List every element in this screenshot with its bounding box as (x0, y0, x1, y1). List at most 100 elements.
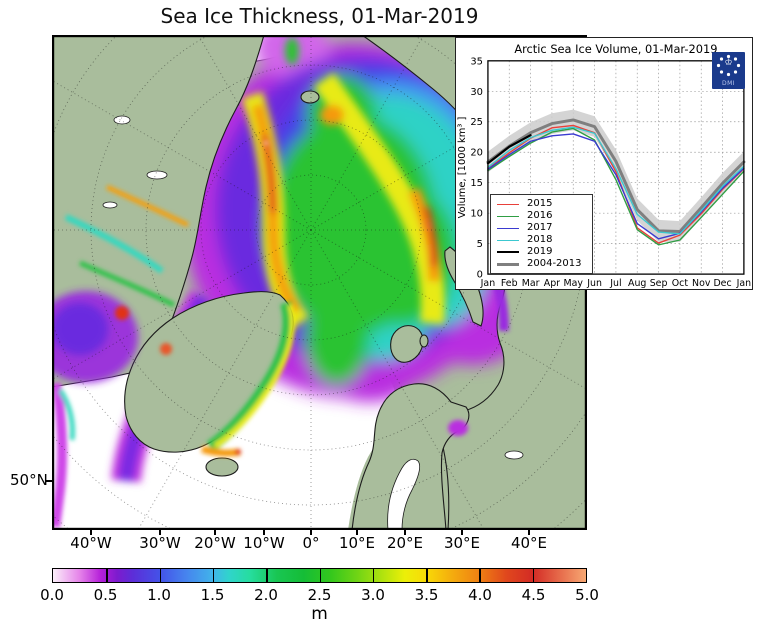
colorbar-divider (159, 569, 162, 582)
svg-text:Arctic Sea Ice Volume, 01-Mar-: Arctic Sea Ice Volume, 01-Mar-2019 (514, 42, 717, 56)
legend-line-swatch (497, 239, 519, 241)
dmi-logo-text: DMI (721, 80, 736, 87)
svg-text:Dec: Dec (713, 278, 731, 289)
lon-tick-mark (90, 530, 92, 535)
dmi-logo: ♔ DMI (712, 52, 745, 89)
lon-tick-label: 30°E (443, 534, 481, 552)
lon-tick-mark (528, 530, 530, 535)
svg-text:35: 35 (470, 56, 483, 67)
colorbar-tick-label: 0.0 (40, 586, 64, 604)
colorbar-tick-label: 0.5 (93, 586, 118, 604)
lon-tick-mark (356, 530, 358, 535)
legend-line-swatch (497, 227, 519, 229)
svg-text:20: 20 (470, 148, 483, 159)
svg-text:Jan: Jan (480, 278, 496, 289)
lon-tick-label: 10°E (338, 534, 376, 552)
legend-row: 2016 (497, 210, 582, 222)
colorbar-divider (426, 569, 428, 582)
legend-row: 2019 (497, 246, 582, 258)
baltic-sea (387, 458, 420, 531)
legend-line-swatch (497, 215, 519, 217)
lon-tick-mark (159, 530, 161, 535)
svg-text:Jul: Jul (609, 278, 621, 289)
colorbar-unit-label: m (311, 604, 328, 624)
lon-tick-labels: 40°W 30°W 20°W 10°W 0° 10°E 20°E 30°E 40°E (52, 530, 587, 554)
colorbar-gradient (52, 568, 587, 583)
coastal-ice (34, 184, 509, 528)
legend-row: 2015 (497, 198, 582, 210)
legend-label: 2018 (527, 234, 553, 245)
legend-line-swatch (497, 203, 519, 205)
lon-tick-mark (263, 530, 265, 535)
svg-text:Feb: Feb (501, 278, 518, 289)
legend-label: 2019 (527, 246, 553, 257)
svg-text:May: May (564, 278, 584, 289)
legend-label: 2015 (527, 198, 553, 209)
svg-text:Volume, [1000 km³ ]: Volume, [1000 km³ ] (457, 116, 468, 218)
thickest-ice-spot (263, 140, 269, 146)
colorbar-tick-label: 5.0 (575, 586, 599, 604)
colorbar-divider (266, 569, 268, 582)
colorbar-tick-label: 1.5 (200, 586, 225, 604)
colorbar-divider (532, 569, 535, 582)
lon-tick-mark (310, 530, 312, 535)
svg-text:Mar: Mar (522, 278, 540, 289)
svalbard-island-2 (419, 334, 429, 348)
lon-tick-label: 40°E (510, 534, 548, 552)
lon-tick-mark (214, 530, 216, 535)
svg-text:Jun: Jun (586, 278, 602, 289)
lon-tick-label: 20°W (194, 534, 236, 552)
svg-text:10: 10 (470, 209, 483, 220)
svg-text:Aug: Aug (628, 278, 646, 289)
svg-text:25: 25 (470, 117, 483, 128)
lon-tick-label: 20°E (386, 534, 424, 552)
legend-label: 2017 (527, 222, 553, 233)
svg-text:0: 0 (477, 270, 483, 281)
colorbar-tick-labels: 0.0 0.5 1.0 1.5 2.0 2.5 3.0 3.5 4.0 4.5 5.0 (40, 586, 599, 604)
svalbard-land (390, 325, 424, 363)
crown-icon: ♔ (724, 58, 733, 68)
lon-tick-mark (404, 530, 406, 535)
colorbar-tick-label: 4.0 (468, 586, 492, 604)
legend-row: 2018 (497, 234, 582, 246)
legend-label: 2004-2013 (527, 258, 582, 269)
svg-text:Oct: Oct (672, 278, 689, 289)
lon-tick-label: 0° (302, 534, 320, 552)
lon-tick-mark (461, 530, 463, 535)
colorbar-tick-label: 3.0 (361, 586, 385, 604)
scandinavia-land (351, 383, 470, 531)
arctic-island (300, 90, 320, 104)
legend-row: 2004-2013 (497, 258, 582, 270)
colorbar-tick-label: 2.5 (307, 586, 332, 604)
colorbar-divider (479, 569, 481, 582)
colorbar-divider (319, 569, 321, 582)
inset-volume-chart: 0 5 10 15 20 25 30 35 Jan Feb Mar Apr May Jun Jul Aug Se… (455, 37, 753, 290)
colorbar-divider (106, 569, 108, 582)
inset-plot-svg: 0 5 10 15 20 25 30 35 Jan Feb Mar Apr May Jun Jul Aug Se… (457, 42, 752, 289)
chart-legend: 2015 2016 2017 2018 2019 2004-2013 (490, 194, 593, 274)
svg-text:5: 5 (477, 239, 483, 250)
colorbar-divider (372, 569, 375, 582)
svg-text:Apr: Apr (544, 278, 560, 289)
lon-tick-label: 30°W (139, 534, 181, 552)
svg-text:Jan: Jan (736, 278, 752, 289)
colorbar-tick-label: 1.0 (147, 586, 171, 604)
figure-title: Sea Ice Thickness, 01-Mar-2019 (160, 4, 479, 28)
colorbar-tick-label: 4.5 (521, 586, 546, 604)
lon-tick-label: 10°W (243, 534, 285, 552)
svg-text:Nov: Nov (692, 278, 711, 289)
lat-tick-mark (45, 480, 53, 482)
colorbar-tick-label: 2.0 (254, 586, 278, 604)
legend-line-swatch (497, 251, 519, 253)
svg-text:Sep: Sep (650, 278, 668, 289)
legend-row: 2017 (497, 222, 582, 234)
legend-label: 2016 (527, 210, 553, 221)
lon-tick-label: 40°W (70, 534, 112, 552)
svg-text:30: 30 (470, 87, 483, 98)
colorbar-tick-label: 3.5 (414, 586, 439, 604)
dmi-logo-stars (716, 54, 741, 77)
iceland-land (205, 457, 239, 477)
colorbar-divider (212, 569, 215, 582)
legend-line-swatch (497, 262, 519, 266)
